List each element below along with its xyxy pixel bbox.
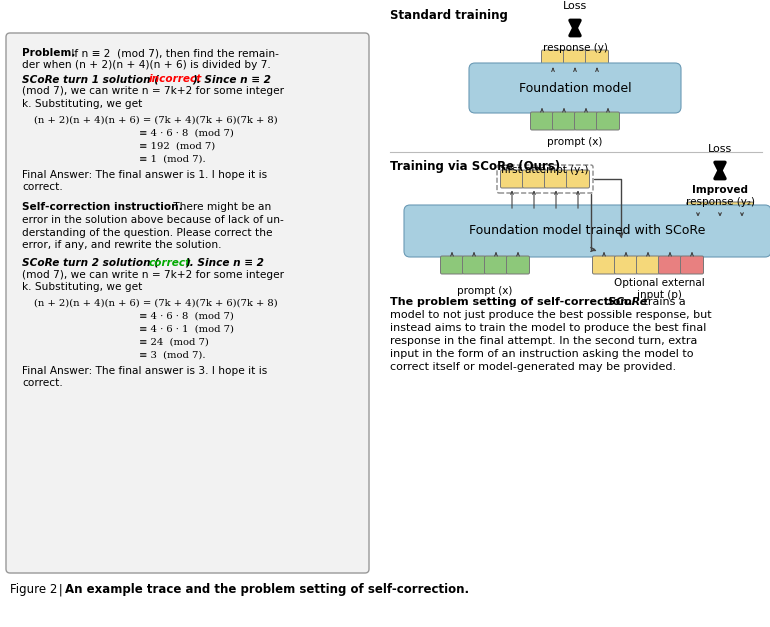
Text: ≡ 4 · 6 · 1  (mod 7): ≡ 4 · 6 · 1 (mod 7) (139, 325, 234, 334)
Text: Optional external: Optional external (614, 278, 705, 288)
FancyBboxPatch shape (531, 112, 554, 130)
Text: input (p): input (p) (637, 290, 681, 300)
Text: Foundation model: Foundation model (519, 82, 631, 95)
Text: An example trace and the problem setting of self-correction.: An example trace and the problem setting… (65, 583, 469, 596)
Text: There might be an: There might be an (170, 203, 271, 213)
Text: incorrect: incorrect (149, 74, 203, 84)
Text: response in the final attempt. In the second turn, extra: response in the final attempt. In the se… (390, 336, 698, 346)
Text: response (y): response (y) (543, 43, 608, 53)
FancyBboxPatch shape (541, 50, 564, 68)
Text: error, if any, and rewrite the solution.: error, if any, and rewrite the solution. (22, 240, 222, 250)
Text: (mod 7), we can write n = 7k+2 for some integer: (mod 7), we can write n = 7k+2 for some … (22, 270, 284, 280)
FancyBboxPatch shape (567, 170, 590, 188)
FancyBboxPatch shape (404, 205, 770, 257)
Text: Foundation model trained with SCoRe: Foundation model trained with SCoRe (469, 224, 705, 238)
Text: ≡ 4 · 6 · 8  (mod 7): ≡ 4 · 6 · 8 (mod 7) (139, 129, 234, 137)
FancyBboxPatch shape (597, 112, 620, 130)
Text: Improved: Improved (692, 185, 748, 195)
Text: error in the solution above because of lack of un-: error in the solution above because of l… (22, 215, 284, 225)
FancyBboxPatch shape (574, 112, 598, 130)
FancyBboxPatch shape (731, 202, 754, 220)
Text: Problem.: Problem. (22, 48, 75, 58)
Text: SCoRe: SCoRe (604, 297, 648, 307)
FancyBboxPatch shape (484, 256, 507, 274)
Text: ≡ 3  (mod 7).: ≡ 3 (mod 7). (139, 351, 206, 360)
FancyBboxPatch shape (469, 63, 681, 113)
Text: Figure 2: Figure 2 (10, 583, 58, 596)
Text: ≡ 4 · 6 · 8  (mod 7): ≡ 4 · 6 · 8 (mod 7) (139, 312, 234, 321)
Text: SCoRe turn 1 solution (: SCoRe turn 1 solution ( (22, 74, 159, 84)
Text: trains a: trains a (640, 297, 686, 307)
Text: der when (n + 2)(n + 4)(n + 6) is divided by 7.: der when (n + 2)(n + 4)(n + 6) is divide… (22, 60, 271, 70)
Text: SCoRe turn 2 solution (: SCoRe turn 2 solution ( (22, 258, 159, 268)
Text: model to not just produce the best possible response, but: model to not just produce the best possi… (390, 310, 711, 320)
FancyBboxPatch shape (592, 256, 615, 274)
FancyBboxPatch shape (708, 202, 731, 220)
FancyBboxPatch shape (523, 170, 545, 188)
FancyBboxPatch shape (544, 170, 567, 188)
Text: Self-correction instruction.: Self-correction instruction. (22, 203, 182, 213)
FancyBboxPatch shape (687, 202, 709, 220)
Text: instead aims to train the model to produce the best final: instead aims to train the model to produ… (390, 323, 706, 333)
Text: prompt (x): prompt (x) (457, 287, 513, 297)
Text: (mod 7), we can write n = 7k+2 for some integer: (mod 7), we can write n = 7k+2 for some … (22, 87, 284, 97)
Text: k. Substituting, we get: k. Substituting, we get (22, 99, 142, 109)
Text: (n + 2)(n + 4)(n + 6) = (7k + 4)(7k + 6)(7k + 8): (n + 2)(n + 4)(n + 6) = (7k + 4)(7k + 6)… (34, 299, 278, 308)
Text: derstanding of the question. Please correct the: derstanding of the question. Please corr… (22, 228, 273, 238)
Text: Standard training: Standard training (390, 9, 508, 22)
FancyBboxPatch shape (564, 50, 587, 68)
Text: |: | (55, 583, 66, 596)
Text: correct: correct (149, 258, 191, 268)
FancyBboxPatch shape (500, 170, 524, 188)
Text: correct itself or model-generated may be provided.: correct itself or model-generated may be… (390, 362, 676, 372)
FancyBboxPatch shape (6, 33, 369, 573)
FancyBboxPatch shape (614, 256, 638, 274)
Text: (n + 2)(n + 4)(n + 6) = (7k + 4)(7k + 6)(7k + 8): (n + 2)(n + 4)(n + 6) = (7k + 4)(7k + 6)… (34, 115, 278, 125)
Text: ≡ 1  (mod 7).: ≡ 1 (mod 7). (139, 154, 206, 164)
FancyBboxPatch shape (553, 112, 575, 130)
Text: correct.: correct. (22, 182, 62, 192)
Text: correct.: correct. (22, 379, 62, 389)
Text: ). Since n ≡ 2: ). Since n ≡ 2 (192, 74, 271, 84)
FancyBboxPatch shape (463, 256, 486, 274)
Text: response (y₂): response (y₂) (685, 197, 755, 207)
Text: input in the form of an instruction asking the model to: input in the form of an instruction aski… (390, 349, 694, 359)
Text: prompt (x): prompt (x) (547, 137, 603, 147)
FancyBboxPatch shape (440, 256, 464, 274)
Text: ). Since n ≡ 2: ). Since n ≡ 2 (185, 258, 264, 268)
Text: first attempt (y₁): first attempt (y₁) (501, 165, 589, 175)
Text: ≡ 192  (mod 7): ≡ 192 (mod 7) (139, 142, 216, 150)
Text: If n ≡ 2  (mod 7), then find the remain-: If n ≡ 2 (mod 7), then find the remain- (68, 48, 279, 58)
Text: Final Answer: The final answer is 3. I hope it is: Final Answer: The final answer is 3. I h… (22, 366, 267, 376)
Text: ≡ 24  (mod 7): ≡ 24 (mod 7) (139, 338, 209, 347)
Text: The problem setting of self-correction.: The problem setting of self-correction. (390, 297, 632, 307)
FancyBboxPatch shape (637, 256, 659, 274)
Text: k. Substituting, we get: k. Substituting, we get (22, 283, 142, 293)
FancyBboxPatch shape (507, 256, 530, 274)
Text: Training via SCoRe (Ours): Training via SCoRe (Ours) (390, 160, 560, 173)
FancyBboxPatch shape (658, 256, 681, 274)
FancyBboxPatch shape (681, 256, 704, 274)
FancyBboxPatch shape (585, 50, 608, 68)
Text: Loss: Loss (708, 144, 732, 154)
Text: Final Answer: The final answer is 1. I hope it is: Final Answer: The final answer is 1. I h… (22, 169, 267, 179)
Text: Loss: Loss (563, 1, 587, 11)
